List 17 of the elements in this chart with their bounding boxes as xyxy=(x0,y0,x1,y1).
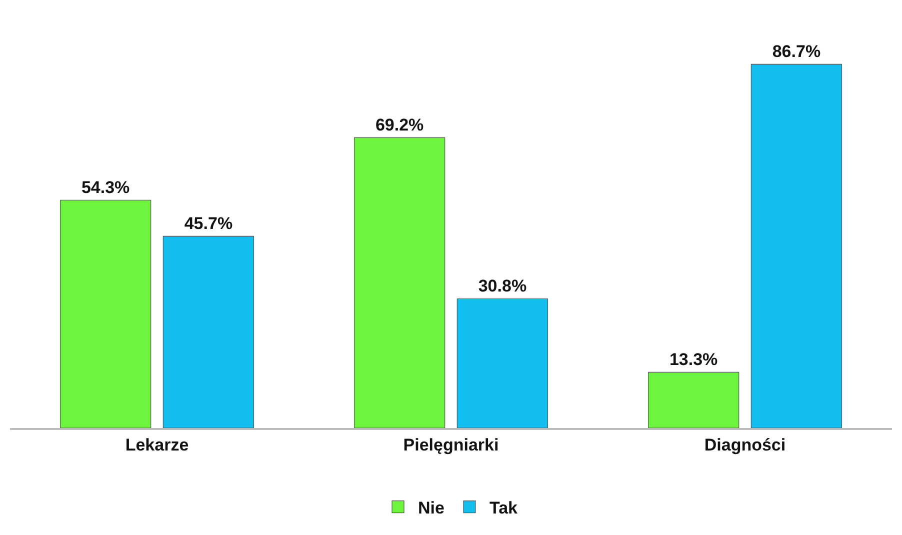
bar xyxy=(162,236,254,428)
bar xyxy=(60,200,152,428)
data-label: 30.8% xyxy=(478,276,527,296)
bar xyxy=(456,298,548,428)
x-tick-label: Diagności xyxy=(704,435,786,454)
data-label: 54.3% xyxy=(81,178,130,198)
x-tick-label: Lekarze xyxy=(125,435,189,454)
data-label: 13.3% xyxy=(669,350,718,370)
bar xyxy=(750,64,842,428)
data-label: 45.7% xyxy=(184,214,233,234)
legend-label: Tak xyxy=(489,498,518,518)
bar xyxy=(354,137,446,428)
data-label: 69.2% xyxy=(375,116,424,135)
x-tick-label: Pielęgniarki xyxy=(403,435,499,454)
data-label: 86.7% xyxy=(772,42,821,62)
legend-label: Nie xyxy=(418,498,444,518)
bar xyxy=(648,372,740,428)
